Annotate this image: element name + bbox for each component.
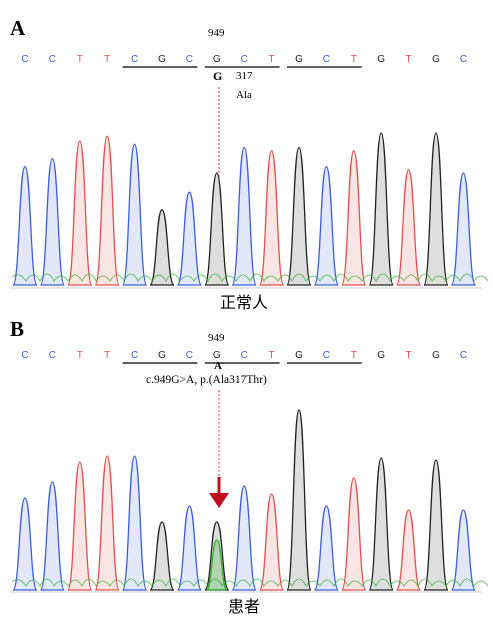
peak-C — [231, 146, 257, 286]
group-caption: 患者 — [228, 597, 261, 616]
peak-T — [258, 149, 285, 286]
base-letter: G — [158, 350, 166, 361]
base-letter: T — [77, 54, 83, 65]
peak-T — [341, 149, 367, 286]
base-letter: C — [49, 350, 56, 361]
peak-traces — [11, 132, 489, 286]
base-letter: C — [323, 350, 330, 361]
panel-label: A — [10, 16, 26, 40]
mutation-annotation: c.949G>A, p.(Ala317Thr) — [146, 374, 267, 386]
base-letter: C — [21, 54, 28, 65]
peak-G — [149, 521, 175, 591]
peak-T — [395, 509, 422, 591]
position-label: 949 — [208, 27, 225, 39]
base-letter: C — [186, 54, 193, 65]
base-letter: T — [104, 54, 110, 65]
amino-acid: Ala — [236, 89, 252, 101]
base-letter: C — [131, 54, 138, 65]
peak-T — [67, 461, 93, 591]
base-letter: C — [241, 350, 248, 361]
peak-C — [39, 157, 66, 286]
codon-number: 317 — [236, 70, 253, 82]
peak-C — [450, 172, 477, 286]
peak-G — [368, 132, 394, 286]
base-letter: G — [213, 54, 221, 65]
peak-T — [94, 455, 120, 591]
base-letter: T — [406, 54, 412, 65]
base-letter: C — [131, 350, 138, 361]
base-call: A — [214, 360, 222, 372]
base-letter: G — [213, 350, 221, 361]
peak-G — [423, 459, 449, 591]
peak-G — [286, 409, 312, 591]
peak-T — [67, 140, 93, 286]
base-letter: T — [269, 350, 275, 361]
mutant-peak-A — [206, 539, 228, 591]
peak-T — [395, 169, 422, 286]
base-letter: T — [351, 350, 357, 361]
down-arrow-icon — [209, 477, 229, 508]
peak-T — [94, 135, 120, 286]
chromatogram-a: C C T T C G C G C T G C T G T G C — [10, 54, 489, 289]
peak-traces — [11, 409, 489, 591]
base-letter: C — [186, 350, 193, 361]
background-trace — [11, 578, 489, 588]
base-letter: C — [241, 54, 248, 65]
base-letter: T — [406, 350, 412, 361]
peak-C — [231, 485, 257, 591]
background-trace — [11, 273, 489, 283]
peak-G — [286, 146, 312, 286]
peak-C — [12, 497, 38, 591]
base-letter: G — [158, 54, 166, 65]
base-letter: T — [351, 54, 357, 65]
peak-C — [12, 165, 38, 286]
base-letter: C — [460, 54, 467, 65]
peak-T — [341, 477, 367, 591]
base-letter: C — [460, 350, 467, 361]
base-letter: T — [77, 350, 83, 361]
peak-G — [368, 457, 394, 591]
peak-C — [176, 505, 203, 591]
peak-C — [121, 143, 148, 286]
position-label: 949 — [208, 332, 225, 344]
base-letter: G — [432, 350, 440, 361]
base-letter: G — [295, 54, 303, 65]
peak-T — [258, 493, 285, 591]
peak-C — [39, 481, 66, 591]
panel-a: A 949 C C T T C G C G C T G C T G T G C G 317 Ala 正常人 — [10, 16, 489, 312]
panel-b: B 949 C C T T C G C G C T G C T G T G C A c.949G>A, p.(A… — [0, 310, 493, 616]
peak-G — [149, 209, 175, 286]
peak-C — [313, 165, 340, 286]
base-call: G — [213, 69, 223, 83]
base-letter: C — [49, 54, 56, 65]
base-letter: G — [432, 54, 440, 65]
base-letter: C — [21, 350, 28, 361]
peak-C — [313, 505, 340, 591]
base-letter: T — [269, 54, 275, 65]
peak-C — [450, 509, 477, 591]
peak-C — [121, 455, 148, 591]
base-letter: T — [104, 350, 110, 361]
base-letter: C — [323, 54, 330, 65]
group-caption: 正常人 — [220, 293, 269, 312]
base-letter: G — [377, 350, 385, 361]
panel-label: B — [10, 317, 25, 341]
peak-G — [204, 172, 230, 286]
base-letter: G — [377, 54, 385, 65]
base-letter: G — [295, 350, 303, 361]
peak-C — [176, 191, 203, 286]
peak-G — [423, 132, 449, 286]
